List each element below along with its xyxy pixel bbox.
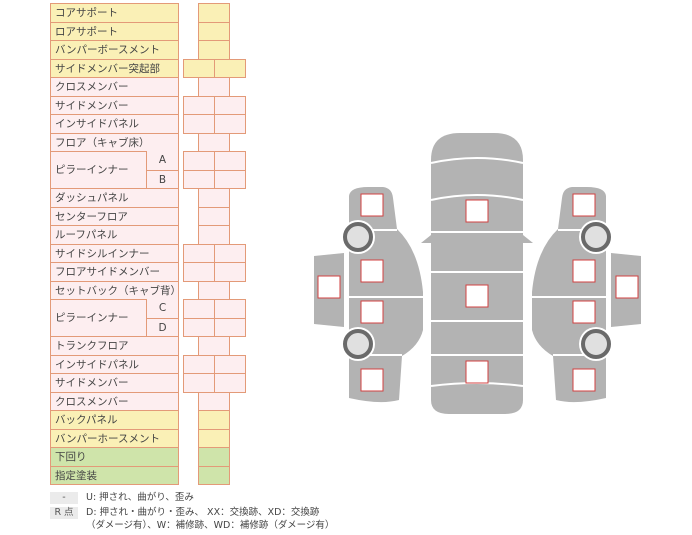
row-label-text: クロスメンバー (55, 81, 129, 93)
row-label-text: サイドメンバー突起部 (55, 62, 160, 75)
legend-text-u: U: 押され、曲がり、歪み (86, 492, 194, 503)
rating-cell[interactable] (214, 114, 246, 134)
damage-marker[interactable] (465, 360, 489, 384)
row-label-text: 指定塗装 (55, 469, 97, 482)
row-label: クロスメンバー (50, 77, 179, 97)
row-label-text: フロア（キャブ床） (55, 136, 150, 149)
damage-marker[interactable] (317, 275, 341, 299)
row-label-text: バックパネル (55, 414, 118, 426)
row-label: フロア（キャブ床） (50, 132, 179, 152)
wheel-icon (581, 222, 611, 252)
car-top-view (431, 133, 523, 414)
row-label-text: サイドメンバー (55, 99, 129, 112)
left-arrow (421, 235, 431, 243)
right-arrow (523, 235, 533, 243)
row-label-text: インサイドパネル (55, 358, 139, 371)
car-left-side (349, 187, 423, 403)
damage-marker[interactable] (360, 193, 384, 217)
row-label-text: 下回り (55, 451, 87, 463)
row-label: バックパネル (50, 410, 179, 430)
damage-marker[interactable] (572, 368, 596, 392)
rating-cell[interactable] (214, 262, 246, 282)
row-label-text: トランクフロア (55, 340, 129, 352)
row-label: 指定塗装 (50, 465, 179, 485)
damage-marker[interactable] (465, 284, 489, 308)
legend-key-dash: - (50, 492, 78, 504)
row-label-text: ルーフパネル (55, 229, 118, 241)
damage-marker[interactable] (572, 193, 596, 217)
row-label: バンパーボースメント (50, 40, 179, 60)
row-label-text: ロアサポート (55, 25, 118, 38)
damage-marker[interactable] (360, 259, 384, 283)
row-label: 下回り (50, 447, 179, 467)
rating-cell[interactable] (214, 317, 246, 337)
damage-marker[interactable] (572, 300, 596, 324)
wheel-icon (343, 222, 373, 252)
row-sublabel: D (146, 317, 179, 337)
row-label: サイドメンバー突起部 (50, 58, 179, 78)
wheel-icon (581, 329, 611, 359)
legend-key-r: R 点 (50, 507, 78, 519)
legend-text-d-cont: （ダメージ有）、W：補修跡、WD：補修跡（ダメージ有） (86, 520, 335, 531)
row-sublabel: B (146, 169, 179, 189)
row-label-text: インサイドパネル (55, 118, 139, 130)
damage-marker[interactable] (615, 275, 639, 299)
row-label-text: クロスメンバー (55, 395, 129, 408)
panel-lines (345, 157, 610, 387)
row-sublabel: A (146, 151, 179, 171)
row-label-text: ピラーインナー (55, 164, 129, 176)
row-label-text: セットバック（キャブ背） (55, 284, 179, 297)
rating-cell[interactable] (198, 465, 230, 485)
rating-cell[interactable] (214, 58, 246, 78)
row-label-text: センターフロア (55, 210, 128, 223)
damage-marker[interactable] (360, 300, 384, 324)
legend-text-d: D: 押され・曲がり・歪み、 XX：交換跡、XD：交換跡 (86, 507, 320, 518)
row-sublabel: C (146, 299, 179, 319)
row-label: バンパーホースメント (50, 428, 179, 448)
damage-marker[interactable] (572, 259, 596, 283)
row-label: フロアサイドメンバー (50, 262, 179, 282)
row-label-text: バンパーボースメント (55, 44, 160, 56)
row-label-text: コアサポート (55, 7, 118, 19)
rating-cell[interactable] (214, 373, 246, 393)
row-label-text: サイドメンバー (55, 377, 129, 389)
row-label: ダッシュパネル (50, 188, 179, 208)
row-label-text: サイドシルインナー (55, 247, 150, 260)
row-label: トランクフロア (50, 336, 179, 356)
row-label-text: ダッシュパネル (55, 192, 129, 204)
wheel-icon (343, 329, 373, 359)
row-label-text: バンパーホースメント (55, 432, 160, 445)
row-label: サイドメンバー (50, 95, 179, 115)
damage-marker[interactable] (360, 368, 384, 392)
damage-marker[interactable] (465, 199, 489, 223)
row-label-text: フロアサイドメンバー (55, 266, 160, 278)
rating-cell[interactable] (214, 169, 246, 189)
row-label-text: ピラーインナー (55, 312, 129, 324)
row-label: インサイドパネル (50, 114, 179, 134)
